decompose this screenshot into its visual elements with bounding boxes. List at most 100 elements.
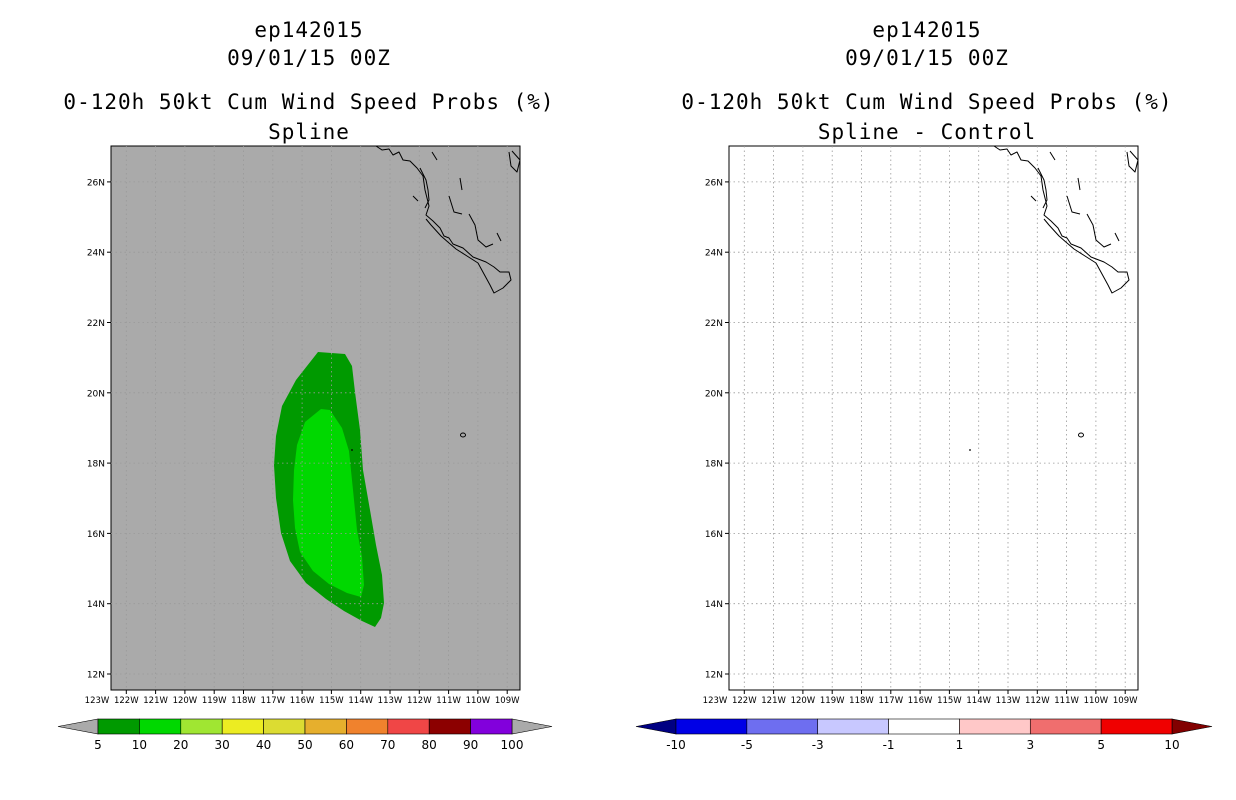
colorbar-swatch bbox=[470, 718, 513, 735]
lat-label: 24N bbox=[705, 249, 723, 259]
colorbar-label: 80 bbox=[422, 738, 437, 752]
left-map-panel: ep142015 09/01/15 00Z 0-120h 50kt Cum Wi… bbox=[57, 18, 555, 752]
colorbar-swatch bbox=[959, 718, 1031, 735]
datetime-title: 09/01/15 00Z bbox=[227, 46, 391, 70]
lat-lon-grid bbox=[729, 146, 1138, 690]
coastline bbox=[969, 145, 1139, 451]
lon-label: 110W bbox=[466, 696, 491, 706]
colorbar-label: 60 bbox=[339, 738, 354, 752]
map-frame bbox=[728, 145, 1139, 691]
colorbar-swatch bbox=[1029, 718, 1102, 735]
colorbar-swatch bbox=[346, 718, 389, 735]
lon-label: 109W bbox=[1113, 696, 1138, 706]
lat-label: 20N bbox=[87, 389, 105, 399]
colorbar-label: 50 bbox=[297, 738, 312, 752]
colorbar-over-triangle bbox=[511, 718, 553, 735]
colorbar-under-triangle bbox=[57, 718, 99, 735]
colorbar-label: 1 bbox=[956, 738, 964, 752]
colorbar-swatch bbox=[304, 718, 347, 735]
lat-label: 16N bbox=[87, 530, 105, 540]
colorbar-label: 10 bbox=[1164, 738, 1179, 752]
lon-label: 112W bbox=[1025, 696, 1050, 706]
colorbar-label: 100 bbox=[501, 738, 524, 752]
lat-label: 20N bbox=[705, 389, 723, 399]
lon-label: 109W bbox=[495, 696, 520, 706]
lon-label: 115W bbox=[937, 696, 962, 706]
lat-lon-grid bbox=[111, 146, 520, 690]
colorbar-swatch bbox=[746, 718, 819, 735]
colorbar-swatch bbox=[387, 718, 430, 735]
lon-label: 114W bbox=[348, 696, 373, 706]
lon-label: 119W bbox=[202, 696, 227, 706]
lon-label: 111W bbox=[436, 696, 461, 706]
lon-label: 112W bbox=[407, 696, 432, 706]
colorbar-under-triangle bbox=[635, 718, 677, 735]
lon-label: 117W bbox=[878, 696, 903, 706]
lon-label: 121W bbox=[761, 696, 786, 706]
storm-id-title: ep142015 bbox=[872, 18, 982, 42]
colorbar-swatch bbox=[428, 718, 471, 735]
colorbar-label: 30 bbox=[215, 738, 230, 752]
lat-label: 22N bbox=[87, 319, 105, 329]
colorbar-label: 10 bbox=[132, 738, 147, 752]
colorbar-over-triangle bbox=[1171, 718, 1213, 735]
colorbar-label: 3 bbox=[1026, 738, 1034, 752]
lon-label: 120W bbox=[791, 696, 816, 706]
island-dot bbox=[351, 449, 353, 451]
lon-label: 116W bbox=[290, 696, 315, 706]
island-dot bbox=[969, 449, 971, 451]
colorbar-label: 5 bbox=[1097, 738, 1105, 752]
colorbar-swatch bbox=[817, 718, 889, 735]
right-map-panel: ep142015 09/01/15 00Z 0-120h 50kt Cum Wi… bbox=[618, 0, 1236, 800]
product-title: 0-120h 50kt Cum Wind Speed Probs (%) bbox=[681, 90, 1173, 114]
lon-label: 119W bbox=[820, 696, 845, 706]
colorbar-label: -5 bbox=[741, 738, 753, 752]
lat-label: 12N bbox=[705, 671, 723, 681]
subtitle: Spline bbox=[268, 120, 350, 144]
colorbar: -10 -5 -3 -1 1 3 5 10 bbox=[635, 718, 1213, 752]
product-title: 0-120h 50kt Cum Wind Speed Probs (%) bbox=[63, 90, 555, 114]
coastline bbox=[351, 145, 521, 451]
lat-label: 26N bbox=[87, 178, 105, 188]
colorbar-swatch bbox=[263, 718, 306, 735]
colorbar-label: 90 bbox=[463, 738, 478, 752]
lat-label: 14N bbox=[705, 600, 723, 610]
colorbar-label: 5 bbox=[94, 738, 102, 752]
colorbar-swatch bbox=[888, 718, 960, 735]
colorbar-swatch bbox=[97, 718, 140, 735]
lat-label: 14N bbox=[87, 600, 105, 610]
lon-label: 121W bbox=[143, 696, 168, 706]
lon-label: 122W bbox=[114, 696, 139, 706]
colorbar-label: 40 bbox=[256, 738, 271, 752]
lat-label: 24N bbox=[87, 249, 105, 259]
axis-labels: 12N 14N 16N 18N 20N 22N 24N 26N 123W 122W 121W 120W… bbox=[703, 178, 1138, 706]
lon-label: 118W bbox=[231, 696, 256, 706]
lat-label: 26N bbox=[705, 178, 723, 188]
lon-label: 113W bbox=[378, 696, 403, 706]
lat-label: 16N bbox=[705, 530, 723, 540]
lon-label: 122W bbox=[732, 696, 757, 706]
colorbar-swatch bbox=[675, 718, 748, 735]
probability-contours bbox=[274, 352, 384, 627]
datetime-title: 09/01/15 00Z bbox=[845, 46, 1009, 70]
lat-label: 22N bbox=[705, 319, 723, 329]
subtitle: Spline - Control bbox=[817, 120, 1037, 144]
contour-10-20-pct bbox=[293, 409, 364, 597]
map-canvas: 12N 14N 16N 18N 20N 22N 24N 26N 123W 122W 121W 120W… bbox=[57, 145, 553, 752]
colorbar-label: -1 bbox=[883, 738, 895, 752]
colorbar: 5 10 20 30 40 50 60 70 80 90 100 bbox=[57, 718, 553, 752]
storm-id-title: ep142015 bbox=[254, 18, 364, 42]
axis-labels: 12N 14N 16N 18N 20N 22N 24N 26N 123W 122W 121W 120W… bbox=[85, 178, 520, 706]
lon-label: 118W bbox=[849, 696, 874, 706]
colorbar-swatch bbox=[221, 718, 264, 735]
lat-label: 12N bbox=[87, 671, 105, 681]
lon-label: 111W bbox=[1054, 696, 1079, 706]
colorbar-swatch bbox=[1100, 718, 1173, 735]
baja-california-coastline bbox=[375, 145, 521, 294]
colorbar-swatch bbox=[139, 718, 182, 735]
lon-label: 110W bbox=[1084, 696, 1109, 706]
baja-california-coastline bbox=[993, 145, 1139, 294]
lat-label: 18N bbox=[87, 460, 105, 470]
lon-label: 123W bbox=[703, 696, 728, 706]
colorbar-label: -3 bbox=[812, 738, 824, 752]
